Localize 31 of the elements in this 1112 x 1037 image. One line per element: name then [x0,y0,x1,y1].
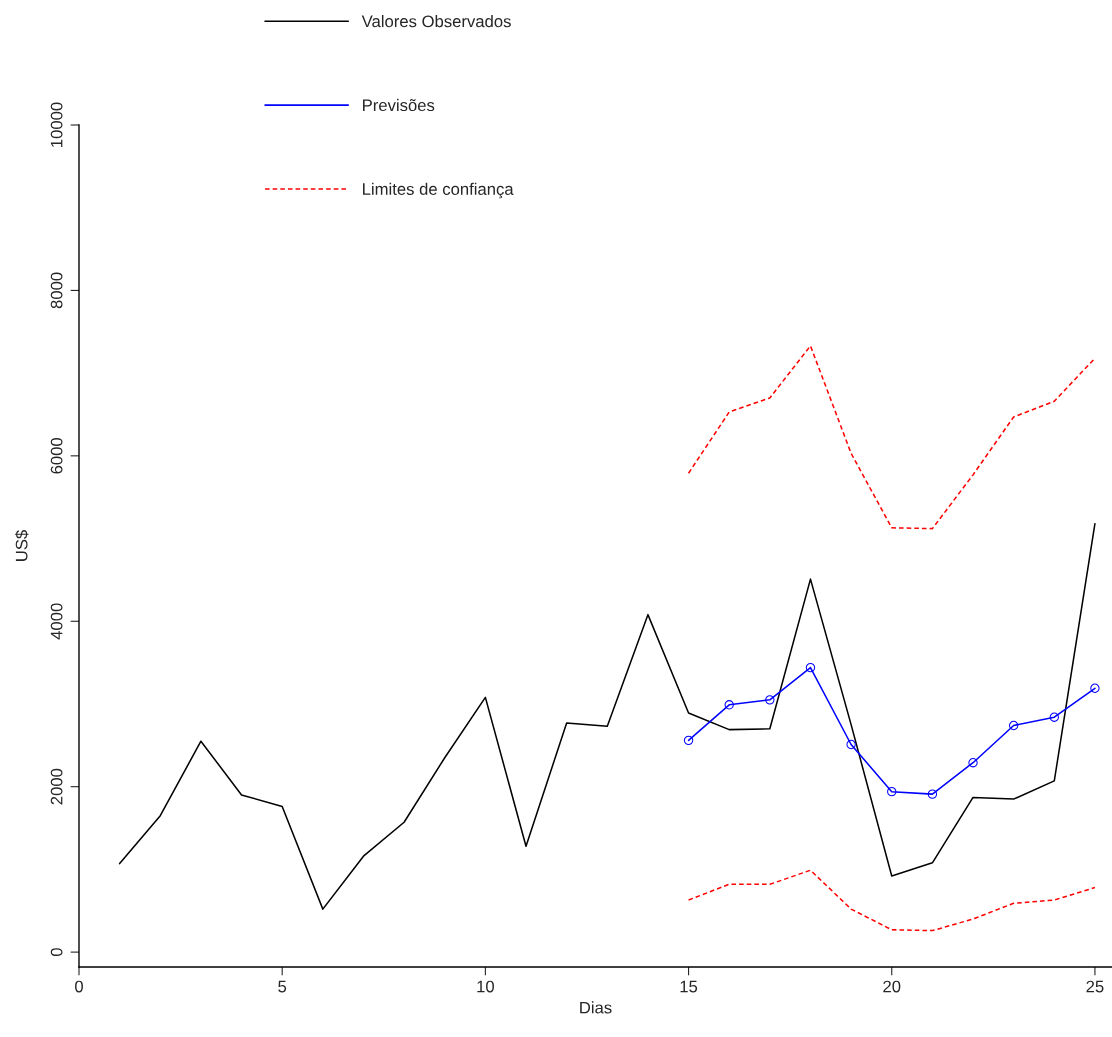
legend-label: Limites de confiança [363,182,514,199]
y-tick-label: 8000 [50,272,63,309]
x-tick-label: 20 [883,980,901,993]
x-tick-label: 15 [680,980,698,993]
point [846,739,856,750]
point [887,786,897,797]
y-tick-label: 10000 [50,102,63,147]
legend-label: Previsões [363,98,435,112]
line-series [687,345,1096,530]
point [927,789,938,799]
point [765,695,775,705]
legend-label: Valores Observados [361,15,511,28]
point [968,758,978,768]
line-series [118,522,1096,910]
point [1008,720,1019,731]
x-tick-label: 10 [477,980,494,993]
x-axis-title: Dias [580,1001,612,1014]
y-tick-label: 4000 [50,603,63,640]
y-axis-title: US$ [15,530,29,561]
y-tick-label: 2000 [50,768,63,805]
x-tick-label: 0 [75,980,83,993]
point [1049,712,1059,722]
y-tick-label: 6000 [50,437,63,474]
y-tick-label: 0 [50,948,63,957]
x-tick-label: 25 [1086,980,1104,993]
x-tick-label: 5 [278,980,287,993]
point [724,700,734,710]
point [805,662,816,673]
point [1090,683,1100,693]
point [683,735,694,746]
line-series [687,869,1096,932]
